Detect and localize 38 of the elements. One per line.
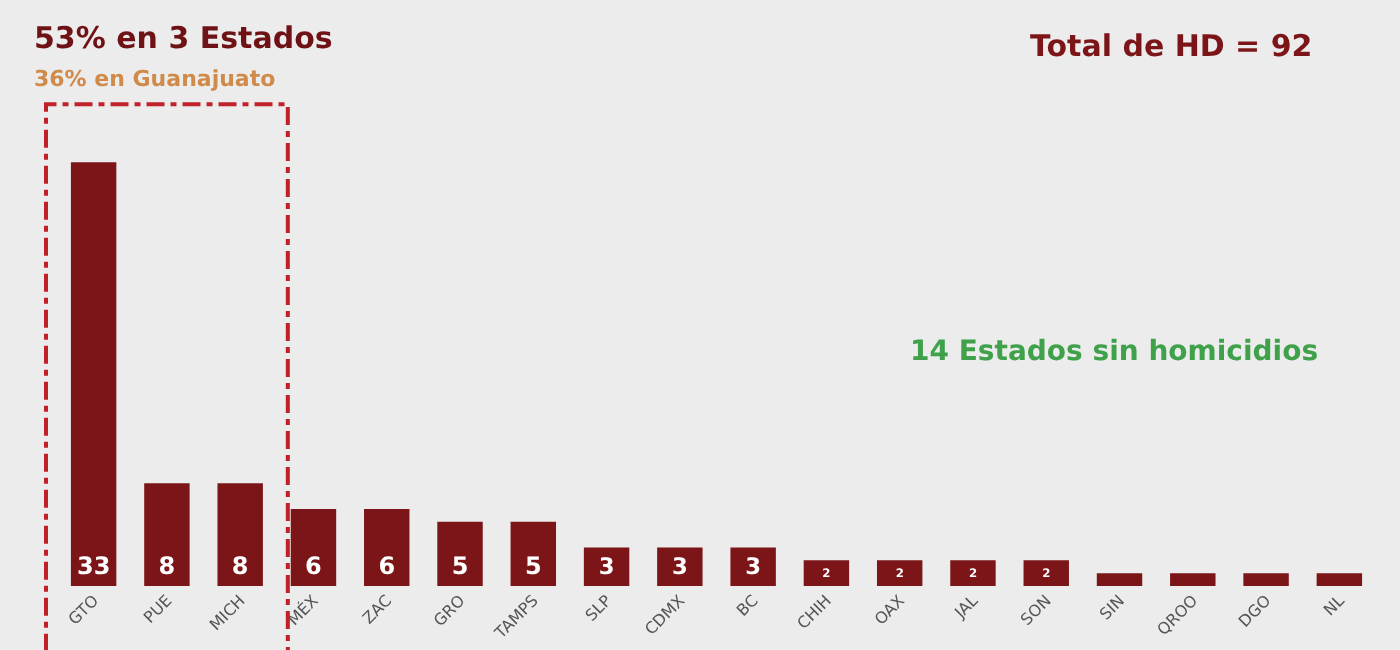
x-tick-label: JAL (950, 591, 983, 624)
data-label: 6 (305, 552, 322, 580)
bar (290, 508, 337, 586)
data-label: 33 (76, 552, 111, 580)
data-label: 8 (231, 552, 249, 580)
x-tick-label: SLP (582, 591, 616, 625)
data-label: 6 (378, 552, 396, 580)
bar (876, 560, 923, 586)
data-label: 8 (158, 552, 176, 580)
bar (950, 560, 996, 586)
x-tick-label: BC (733, 591, 763, 620)
chart-title: 53% en 3 Estados (34, 20, 333, 56)
chart-subtitle: 36% en Guanajuato (34, 66, 277, 92)
bar (1243, 573, 1289, 586)
data-label: 3 (598, 552, 615, 581)
bar (583, 547, 630, 586)
data-label: 5 (524, 552, 542, 580)
x-tick-label: NL (1320, 591, 1349, 620)
x-tick-label: SIN (1096, 591, 1129, 624)
annotation: 14 Estados sin homicidios (910, 336, 1319, 368)
data-label: 5 (451, 552, 469, 580)
bar (510, 521, 557, 586)
bar (657, 547, 703, 586)
bar (70, 162, 117, 586)
bar (1316, 573, 1363, 586)
bar (1096, 573, 1143, 586)
bar (364, 508, 410, 586)
data-label: 3 (671, 552, 688, 581)
bar (803, 560, 850, 586)
bar (730, 547, 776, 586)
bar (1170, 573, 1216, 586)
bar (144, 483, 190, 586)
x-tick-label: GTO (65, 591, 103, 629)
bar (1023, 560, 1069, 586)
data-label: 3 (745, 552, 762, 581)
bar (437, 521, 483, 586)
text: Total de HD = 92 (1030, 28, 1313, 64)
bar (217, 483, 263, 586)
